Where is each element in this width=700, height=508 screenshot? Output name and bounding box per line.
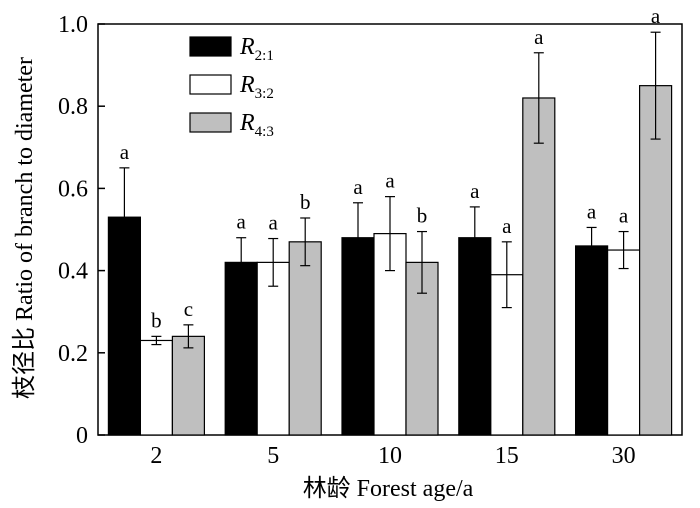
y-axis-label: 枝径比 Ratio of branch to diameter	[11, 57, 38, 399]
bars	[107, 85, 673, 436]
legend-label: R3:2	[239, 72, 274, 102]
significance-letter: a	[237, 210, 247, 234]
error-bar	[385, 196, 395, 272]
bar	[256, 261, 290, 436]
significance-letter: a	[353, 175, 363, 199]
x-tick-label: 10	[378, 443, 402, 469]
error-bar	[119, 167, 130, 268]
y-tick-label: 0.4	[58, 259, 88, 285]
y-tick-label: 0.2	[58, 341, 88, 367]
x-axis-label: 林龄 Forest age/a	[303, 475, 474, 502]
significance-letter: b	[417, 204, 428, 228]
x-tick-label: 2	[150, 443, 162, 469]
error-bar	[353, 202, 363, 274]
y-tick-label: 0	[76, 423, 88, 449]
significance-letter: a	[120, 140, 130, 164]
significance-letter: c	[184, 297, 193, 321]
error-bar	[650, 31, 661, 140]
legend-item: R3:2	[189, 72, 274, 102]
y-axis: 0 0.2 0.4 0.6 0.8 1.0	[58, 12, 105, 449]
legend-item: R4:3	[189, 110, 274, 140]
error-bar	[183, 324, 194, 349]
significance-letter: a	[619, 204, 629, 228]
error-bar	[469, 206, 480, 270]
legend-label: R2:1	[239, 34, 274, 64]
error-bar	[268, 237, 279, 287]
error-bar	[151, 335, 162, 346]
error-bars	[119, 31, 661, 349]
y-tick-label: 0.6	[58, 176, 88, 202]
bar	[224, 261, 258, 436]
bar	[139, 339, 173, 436]
x-axis: 2 5 10 15 30	[150, 443, 635, 469]
significance-letter: a	[651, 4, 661, 28]
significance-letter: b	[300, 190, 311, 214]
bar	[638, 85, 673, 436]
error-bar	[586, 226, 597, 266]
bar	[574, 245, 609, 436]
legend-swatch	[189, 36, 232, 57]
legend: R2:1 R3:2 R4:3	[189, 34, 274, 140]
x-tick-label: 15	[495, 443, 519, 469]
y-tick-label: 0.8	[58, 94, 88, 120]
error-bar	[417, 230, 427, 294]
error-bar	[236, 237, 247, 288]
x-tick-label: 30	[612, 443, 636, 469]
error-bar	[533, 52, 544, 144]
bar	[522, 97, 556, 436]
significance-letter: a	[534, 25, 544, 49]
error-bar	[501, 241, 512, 309]
bar	[171, 335, 205, 436]
y-tick-label: 1.0	[58, 12, 88, 38]
significance-letter: a	[385, 169, 395, 193]
significance-letter: a	[587, 199, 597, 223]
significance-letter: a	[470, 179, 480, 203]
legend-swatch	[189, 112, 232, 133]
bar	[606, 249, 641, 436]
x-tick-label: 5	[267, 443, 279, 469]
error-bar	[618, 230, 629, 270]
error-bar	[300, 217, 311, 267]
significance-letter: a	[502, 214, 512, 238]
significance-letter: b	[151, 308, 162, 332]
bar	[288, 241, 322, 436]
bar	[458, 237, 492, 436]
legend-label: R4:3	[239, 110, 274, 140]
legend-swatch	[189, 74, 232, 95]
legend-item: R2:1	[189, 34, 274, 64]
significance-letter: a	[269, 211, 279, 235]
